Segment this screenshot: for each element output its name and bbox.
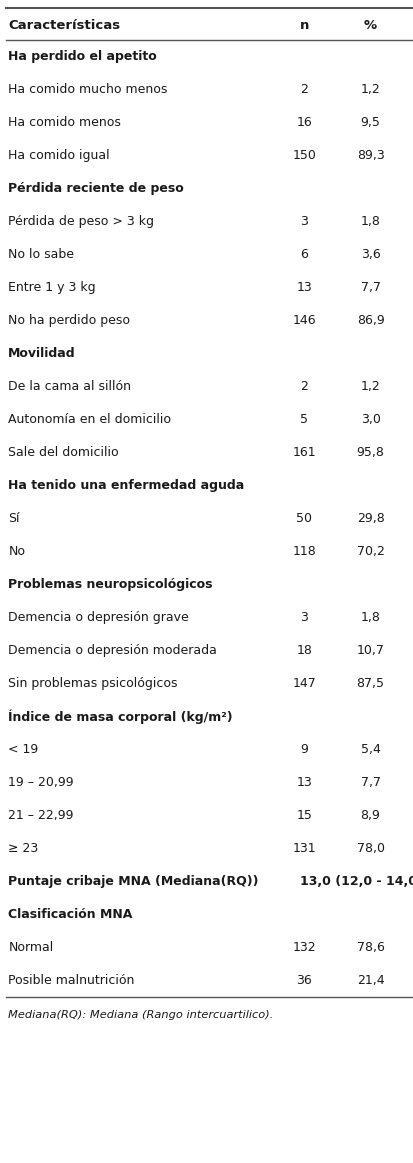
Text: Demencia o depresión grave: Demencia o depresión grave xyxy=(8,611,189,625)
Text: No ha perdido peso: No ha perdido peso xyxy=(8,314,130,327)
Text: Puntaje cribaje MNA (Mediana(RQ)): Puntaje cribaje MNA (Mediana(RQ)) xyxy=(8,875,258,889)
Text: Pérdida de peso > 3 kg: Pérdida de peso > 3 kg xyxy=(8,215,154,228)
Text: 8,9: 8,9 xyxy=(360,809,380,822)
Text: 7,7: 7,7 xyxy=(360,776,380,789)
Text: Ha comido menos: Ha comido menos xyxy=(8,116,121,129)
Text: Índice de masa corporal (kg/m²): Índice de masa corporal (kg/m²) xyxy=(8,709,233,723)
Text: Sin problemas psicológicos: Sin problemas psicológicos xyxy=(8,677,177,690)
Text: 6: 6 xyxy=(299,248,308,261)
Text: ≥ 23: ≥ 23 xyxy=(8,842,38,855)
Text: 132: 132 xyxy=(292,941,316,954)
Text: 3,0: 3,0 xyxy=(360,413,380,426)
Text: 29,8: 29,8 xyxy=(356,512,384,525)
Text: 1,2: 1,2 xyxy=(360,83,380,97)
Text: 19 – 20,99: 19 – 20,99 xyxy=(8,776,74,789)
Text: 5,4: 5,4 xyxy=(360,743,380,756)
Text: 131: 131 xyxy=(292,842,316,855)
Text: 147: 147 xyxy=(292,677,316,690)
Text: 89,3: 89,3 xyxy=(356,149,384,162)
Text: 2: 2 xyxy=(299,83,308,97)
Text: 5: 5 xyxy=(299,413,308,426)
Text: 21 – 22,99: 21 – 22,99 xyxy=(8,809,74,822)
Text: 1,2: 1,2 xyxy=(360,380,380,393)
Text: n: n xyxy=(299,19,308,33)
Text: 2: 2 xyxy=(299,380,308,393)
Text: Autonomía en el domicilio: Autonomía en el domicilio xyxy=(8,413,171,426)
Text: No: No xyxy=(8,545,25,558)
Text: Características: Características xyxy=(8,19,120,33)
Text: 1,8: 1,8 xyxy=(360,611,380,625)
Text: 9: 9 xyxy=(299,743,308,756)
Text: Problemas neuropsicológicos: Problemas neuropsicológicos xyxy=(8,578,212,591)
Text: Sí: Sí xyxy=(8,512,20,525)
Text: 146: 146 xyxy=(292,314,316,327)
Text: 18: 18 xyxy=(296,644,311,657)
Text: Mediana(RQ): Mediana (Rango intercuartilico).: Mediana(RQ): Mediana (Rango intercuartil… xyxy=(8,1009,273,1020)
Text: 10,7: 10,7 xyxy=(356,644,384,657)
Text: 13: 13 xyxy=(296,281,311,294)
Text: 78,6: 78,6 xyxy=(356,941,384,954)
Text: Entre 1 y 3 kg: Entre 1 y 3 kg xyxy=(8,281,96,294)
Text: Clasificación MNA: Clasificación MNA xyxy=(8,908,132,921)
Text: 70,2: 70,2 xyxy=(356,545,384,558)
Text: 78,0: 78,0 xyxy=(356,842,384,855)
Text: No lo sabe: No lo sabe xyxy=(8,248,74,261)
Text: Demencia o depresión moderada: Demencia o depresión moderada xyxy=(8,644,217,657)
Text: 16: 16 xyxy=(296,116,311,129)
Text: Pérdida reciente de peso: Pérdida reciente de peso xyxy=(8,181,184,195)
Text: 7,7: 7,7 xyxy=(360,281,380,294)
Text: 150: 150 xyxy=(292,149,316,162)
Text: 86,9: 86,9 xyxy=(356,314,384,327)
Text: 15: 15 xyxy=(296,809,311,822)
Text: 118: 118 xyxy=(292,545,316,558)
Text: Posible malnutrición: Posible malnutrición xyxy=(8,973,134,987)
Text: Ha comido igual: Ha comido igual xyxy=(8,149,109,162)
Text: 3: 3 xyxy=(299,215,308,228)
Text: 36: 36 xyxy=(296,973,311,987)
Text: Normal: Normal xyxy=(8,941,53,954)
Text: 3: 3 xyxy=(299,611,308,625)
Text: < 19: < 19 xyxy=(8,743,38,756)
Text: Ha tenido una enfermedad aguda: Ha tenido una enfermedad aguda xyxy=(8,479,244,492)
Text: 161: 161 xyxy=(292,445,316,459)
Text: Ha perdido el apetito: Ha perdido el apetito xyxy=(8,50,157,63)
Text: Ha comido mucho menos: Ha comido mucho menos xyxy=(8,83,167,97)
Text: Sale del domicilio: Sale del domicilio xyxy=(8,445,119,459)
Text: 21,4: 21,4 xyxy=(356,973,383,987)
Text: Movilidad: Movilidad xyxy=(8,347,76,361)
Text: 13: 13 xyxy=(296,776,311,789)
Text: 50: 50 xyxy=(296,512,311,525)
Text: 9,5: 9,5 xyxy=(360,116,380,129)
Text: 3,6: 3,6 xyxy=(360,248,380,261)
Text: 1,8: 1,8 xyxy=(360,215,380,228)
Text: 95,8: 95,8 xyxy=(356,445,384,459)
Text: De la cama al sillón: De la cama al sillón xyxy=(8,380,131,393)
Text: 13,0 (12,0 - 14,0): 13,0 (12,0 - 14,0) xyxy=(299,875,413,889)
Text: %: % xyxy=(363,19,376,33)
Text: 87,5: 87,5 xyxy=(356,677,384,690)
